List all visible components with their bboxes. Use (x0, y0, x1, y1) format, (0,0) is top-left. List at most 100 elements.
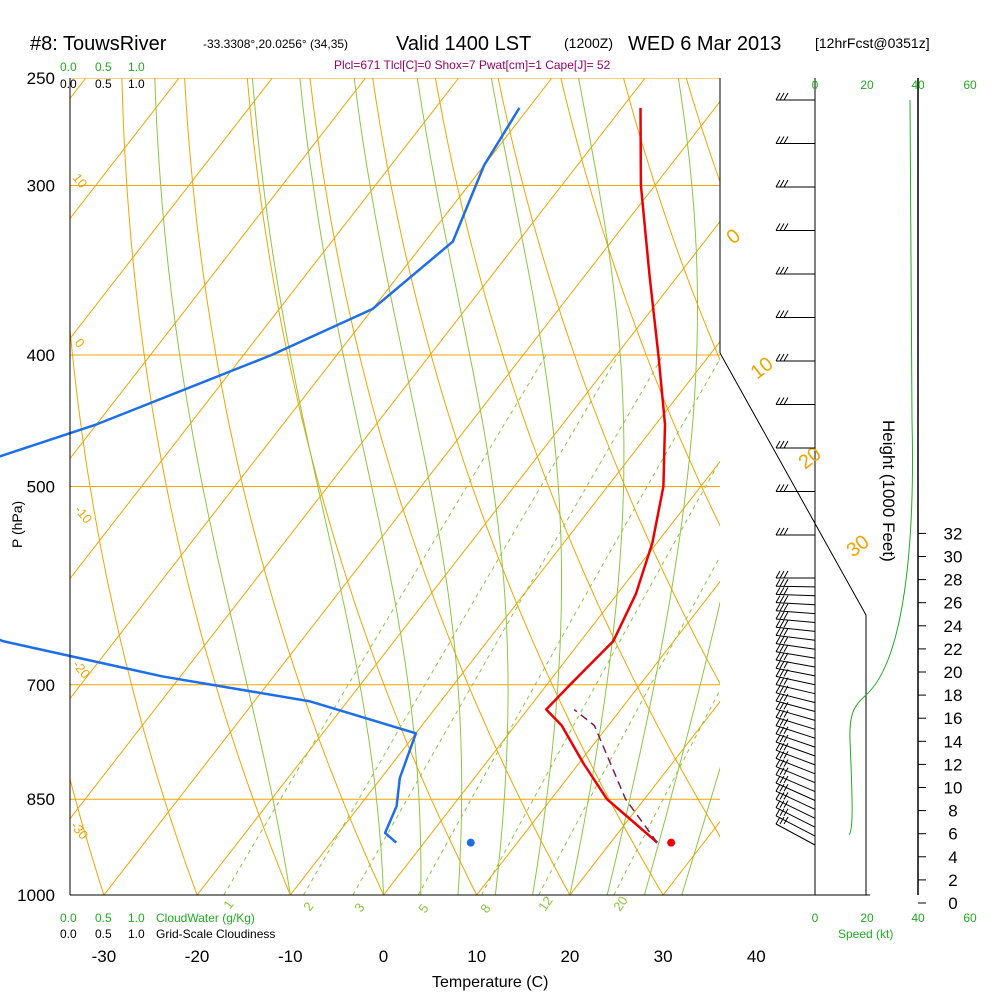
wind-barb-staff (775, 798, 816, 819)
wind-barb-flag (779, 595, 785, 603)
wind-barb-flag (779, 644, 785, 653)
wind-barb-flag (783, 397, 789, 405)
temperature-tick-label: -30 (92, 947, 117, 966)
wind-barb (775, 644, 816, 659)
mixing-ratio-line (223, 354, 547, 895)
dry-adiabat-label: 10 (747, 353, 778, 384)
cloud-top-black-2: 1.0 (128, 77, 145, 91)
x-axis-title: Temperature (C) (432, 974, 548, 991)
dry-adiabat-label: 30 (843, 531, 874, 562)
sounding-series (0, 107, 676, 847)
wind-barb-flag (783, 310, 789, 318)
temperature-tick-label: 10 (467, 947, 486, 966)
wind-barb-flag (779, 310, 785, 318)
wind-barb-flag (775, 808, 781, 817)
zulu-time: (1200Z) (564, 35, 613, 51)
height-tick-label: 14 (944, 732, 963, 751)
wind-barb-flag (779, 397, 785, 405)
wind-barb-flag (783, 751, 789, 759)
dry-adiabat (70, 324, 198, 895)
wind-barb (775, 440, 815, 449)
wind-barb-flag (775, 136, 781, 144)
wind-barb-flag (775, 767, 781, 776)
series-temperature (544, 107, 667, 844)
wind-barb-staff (775, 626, 816, 632)
temperature-tick-label: 40 (747, 947, 766, 966)
wind-barb-staff (775, 692, 816, 704)
wind-profile (775, 92, 913, 846)
wind-barb-flag (775, 652, 781, 661)
wind-barb-staff (775, 593, 816, 597)
mixing-ratio-label: 12 (535, 893, 556, 913)
pressure-tick-label: 1000 (17, 886, 55, 905)
height-tick-label: 20 (944, 663, 963, 682)
wind-barb-flag (783, 677, 789, 685)
wind-barb-flag (775, 484, 781, 492)
wind-barb (775, 751, 816, 775)
wind-barb-flag (775, 726, 781, 735)
wind-barb-flag (779, 718, 785, 726)
date-label: WED 6 Mar 2013 (628, 33, 781, 55)
wind-barb-flag (783, 792, 789, 800)
wind-barb-staff (775, 823, 816, 846)
wind-barb (775, 701, 816, 721)
wind-barb-flag (783, 440, 789, 449)
wind-barb-flag (779, 742, 785, 751)
wind-barb-flag (783, 800, 789, 808)
speed-label: Speed (kt) (838, 927, 893, 941)
cloud-bot-green-2: 1.0 (128, 911, 145, 925)
dry-adiabat (560, 78, 720, 527)
wind-barb-flag (775, 783, 781, 792)
wind-barb-flag (783, 726, 789, 735)
wind-barb-flag (783, 266, 789, 275)
speed-tick-label-bottom: 40 (911, 911, 925, 925)
isotherm-line (70, 78, 366, 460)
mixing-ratio-label: 8 (477, 901, 493, 916)
wind-barb-flag (775, 751, 781, 759)
background-lines (70, 54, 1000, 895)
wind-barb-flag (783, 669, 789, 677)
wind-barb-flag (779, 636, 785, 644)
wind-barb-flag (783, 644, 789, 653)
wind-barb-flag (779, 759, 785, 767)
wind-barb-staff (775, 774, 816, 793)
wind-barb-flag (779, 266, 785, 275)
wind-barb-flag (779, 767, 785, 776)
wind-barb-staff (775, 725, 816, 739)
dry-adiabat (246, 78, 478, 895)
series-parcel (573, 708, 658, 844)
temperature-tick-label: -20 (185, 947, 210, 966)
isotherm-line (850, 78, 1000, 895)
mixing-ratio-line (613, 689, 720, 895)
wind-barb-flag (779, 693, 785, 702)
wind-barb-flag (779, 792, 785, 800)
height-tick-label: 16 (944, 709, 963, 728)
pressure-tick-label: 700 (27, 676, 55, 695)
isotherm-line (289, 340, 720, 895)
moist-adiabat (681, 766, 720, 895)
isotherm-line (196, 220, 720, 895)
wind-barb-staff (775, 618, 816, 623)
wind-barb (775, 677, 816, 695)
wind-barb-flag (779, 652, 785, 661)
wind-barb-flag (775, 603, 781, 612)
dry-adiabat (927, 54, 1000, 895)
wind-barb-flag (783, 808, 789, 817)
wind-barb-flag (775, 685, 781, 694)
wind-barb (775, 527, 815, 536)
wind-barb (775, 767, 816, 793)
wind-barb-flag (779, 775, 785, 784)
wind-barb-flag (779, 751, 785, 759)
wind-barb-staff (775, 610, 816, 615)
wind-barb-flag (779, 92, 785, 101)
wind-barb-flag (783, 570, 789, 579)
wind-barb-flag (783, 92, 789, 101)
wind-barb-staff (775, 585, 816, 588)
mixing-ratio-line (303, 354, 619, 895)
cloud-top-green-2: 1.0 (128, 60, 145, 74)
isotherm-line (70, 78, 180, 220)
pressure-tick-label: 250 (27, 69, 55, 88)
wind-barb-flag (779, 179, 785, 188)
temperature-tick-label: 20 (560, 947, 579, 966)
wind-barb-flag (779, 440, 785, 449)
